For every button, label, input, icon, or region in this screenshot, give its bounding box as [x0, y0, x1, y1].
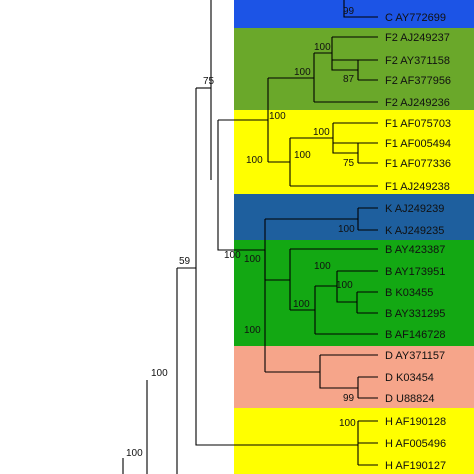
leaf-label: K AJ249235	[385, 225, 444, 237]
leaf-labels: C AY772699 F2 AJ249237 F2 AY371158 F2 AF…	[385, 12, 451, 472]
leaf-label: H AF190128	[385, 416, 446, 428]
bootstrap-value: 75	[343, 158, 355, 169]
leaf-label: F1 AF005494	[385, 138, 451, 150]
clade-band-b	[234, 240, 474, 346]
bootstrap-value: 100	[339, 418, 356, 429]
bootstrap-value: 100	[294, 150, 311, 161]
branch	[331, 37, 358, 71]
leaf-label: K AJ249239	[385, 203, 444, 215]
bootstrap-value: 100	[336, 280, 353, 291]
clade-band-d	[234, 346, 474, 408]
leaf-label: F2 AJ249236	[385, 97, 450, 109]
branch	[336, 271, 357, 303]
bootstrap-value: 100	[126, 448, 143, 459]
bootstrap-value: 100	[294, 67, 311, 78]
bootstrap-value: 100	[151, 368, 168, 379]
leaf-label: F1 AF077336	[385, 158, 451, 170]
leaf-label: F2 AY371158	[385, 55, 450, 67]
bootstrap-value: 100	[314, 261, 331, 272]
branch	[332, 123, 358, 154]
leaf-label: H AF190127	[385, 460, 446, 472]
branch	[195, 88, 330, 446]
bootstrap-value: 100	[224, 250, 241, 261]
branch	[319, 355, 358, 389]
bootstrap-value: 99	[343, 6, 355, 17]
clade-band-f1	[234, 110, 474, 194]
leaf-label: F1 AF075703	[385, 118, 451, 130]
leaf-label: C AY772699	[385, 12, 446, 24]
bootstrap-value: 100	[314, 42, 331, 53]
bootstrap-value: 100	[244, 325, 261, 336]
bootstrap-value: 59	[179, 256, 191, 267]
bootstrap-value: 99	[343, 393, 355, 404]
clade-band-f2	[234, 28, 474, 110]
leaf-label: B K03455	[385, 287, 433, 299]
clade-band-k	[234, 194, 474, 240]
clade-band-h	[234, 408, 474, 474]
leaf-label: F2 AJ249237	[385, 32, 450, 44]
leaf-label: B AY331295	[385, 308, 445, 320]
bootstrap-value: 100	[246, 155, 263, 166]
leaf-label: B AY173951	[385, 266, 445, 278]
bootstrap-value: 100	[313, 127, 330, 138]
bootstrap-value: 100	[338, 224, 355, 235]
tree-branches	[122, 0, 378, 474]
clade-band-c	[234, 0, 474, 28]
bootstrap-value: 100	[269, 111, 286, 122]
bootstrap-value: 75	[203, 76, 215, 87]
leaf-label: D U88824	[385, 393, 435, 405]
bootstrap-value: 87	[343, 74, 355, 85]
leaf-label: D AY371157	[385, 350, 445, 362]
leaf-label: D K03454	[385, 372, 434, 384]
branch	[343, 0, 378, 18]
genotype-bands	[234, 0, 474, 474]
leaf-label: F1 AJ249238	[385, 181, 450, 193]
bootstrap-value: 100	[244, 254, 261, 265]
leaf-label: F2 AF377956	[385, 75, 451, 87]
leaf-label: H AF005496	[385, 438, 446, 450]
leaf-label: B AF146728	[385, 329, 446, 341]
leaf-label: B AY423387	[385, 244, 445, 256]
branch	[217, 120, 265, 251]
bootstrap-value: 100	[293, 299, 310, 310]
bootstrap-values: 99 100 100 87 75 100 100 75 100 100 100 …	[126, 6, 356, 459]
